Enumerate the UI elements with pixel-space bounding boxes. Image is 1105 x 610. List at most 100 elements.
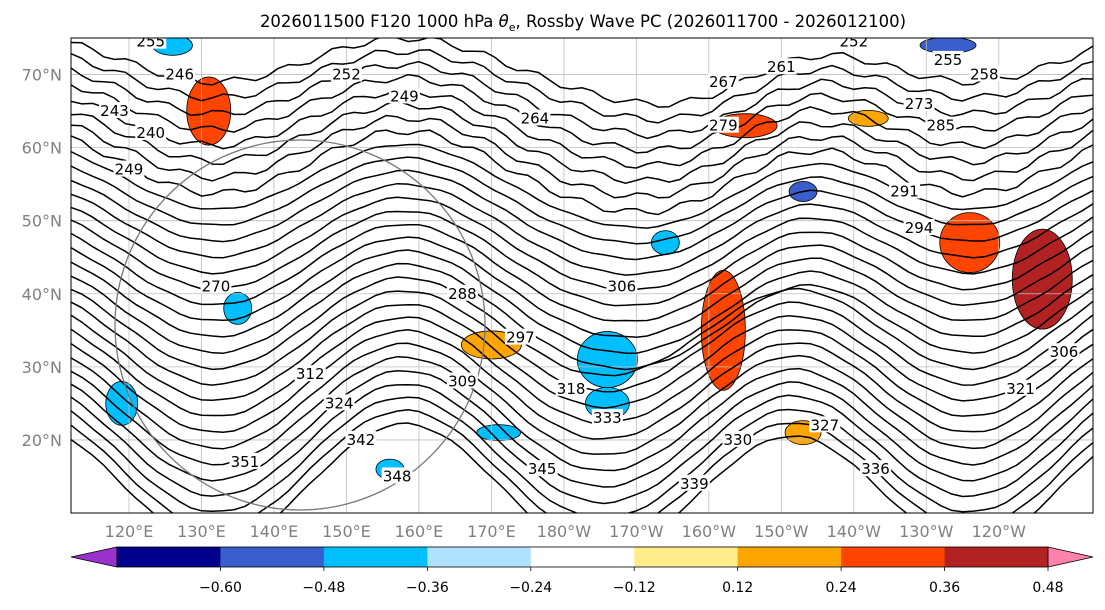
theta-e-contour bbox=[71, 143, 1093, 229]
longitude-label: 160°E bbox=[395, 522, 444, 541]
latitude-label: 50°N bbox=[22, 212, 62, 231]
latitude-label: 20°N bbox=[22, 431, 62, 450]
colorbar: −0.60 −0.48 −0.36 −0.24 −0.12 0.12 0.24 0.36 0.4… bbox=[70, 546, 1094, 596]
contour-label: 255 bbox=[136, 33, 165, 51]
contour-label-bg bbox=[330, 65, 362, 82]
contour-label-bg bbox=[229, 452, 261, 469]
contour-label: 267 bbox=[709, 73, 738, 91]
theta-e-contour bbox=[71, 210, 1093, 307]
contour-label-bg bbox=[446, 372, 478, 389]
longitude-label: 150°E bbox=[322, 522, 371, 541]
contour-label: 321 bbox=[1006, 380, 1035, 398]
colorbar-segment bbox=[220, 547, 325, 567]
contour-label: 351 bbox=[231, 453, 260, 471]
contour-label-bg bbox=[606, 277, 638, 294]
theta-e-contour bbox=[71, 49, 1093, 124]
colorbar-segment bbox=[841, 547, 945, 567]
theta-e-contour bbox=[71, 87, 1093, 169]
longitude-label: 140°E bbox=[250, 522, 299, 541]
longitude-label: 130°E bbox=[177, 522, 226, 541]
contour-label-bg bbox=[1048, 343, 1080, 360]
theta-e-contour bbox=[71, 182, 1093, 276]
colorbar-tick-label: −0.60 bbox=[199, 580, 242, 596]
contour-label-bg bbox=[903, 219, 935, 235]
longitude-label: 160°W bbox=[682, 522, 737, 541]
contour-label: 240 bbox=[136, 124, 165, 142]
contour-label: 339 bbox=[680, 475, 709, 493]
longitude-label: 140°W bbox=[827, 522, 882, 541]
contour-label: 255 bbox=[934, 51, 963, 69]
contour-label-bg bbox=[446, 284, 478, 301]
theta-e-contour bbox=[71, 114, 1093, 199]
colorbar-segment bbox=[117, 547, 221, 567]
colorbar-tick-label: −0.24 bbox=[509, 580, 552, 596]
contour-label-bg bbox=[707, 72, 739, 89]
pc-anomaly-region bbox=[476, 424, 522, 442]
contour-label-bg bbox=[504, 328, 536, 345]
contour-label: 273 bbox=[905, 95, 934, 113]
longitude-label: 150°W bbox=[754, 522, 809, 541]
contour-label: 294 bbox=[905, 219, 934, 237]
latitude-label: 70°N bbox=[22, 66, 62, 85]
contour-label-bg bbox=[765, 58, 797, 75]
colorbar-segment bbox=[323, 547, 428, 567]
contour-label-bg bbox=[323, 394, 355, 411]
contour-label: 324 bbox=[325, 394, 354, 412]
contour-label: 279 bbox=[709, 117, 738, 135]
contour-label: 252 bbox=[332, 66, 361, 84]
contour-label: 297 bbox=[506, 329, 535, 347]
contour-label-bg bbox=[526, 460, 558, 477]
theta-e-contour bbox=[71, 38, 1093, 108]
longitude-label: 120°W bbox=[972, 522, 1027, 541]
theta-e-contour bbox=[71, 342, 1093, 455]
longitude-label: 170°E bbox=[467, 522, 516, 541]
theta-e-contour bbox=[71, 156, 1093, 245]
contour-label: 288 bbox=[448, 285, 477, 303]
contour-label: 243 bbox=[100, 102, 129, 120]
contour-label: 327 bbox=[810, 416, 839, 434]
contour-label-bg bbox=[889, 182, 921, 199]
theta-e-contour bbox=[71, 236, 1093, 338]
longitude-label: 180°W bbox=[537, 522, 592, 541]
contour-label: 261 bbox=[767, 58, 796, 76]
contour-label-bg bbox=[555, 379, 587, 396]
colorbar-tick-label: 0.48 bbox=[1032, 580, 1063, 596]
colorbar-tick-label: 0.36 bbox=[929, 580, 960, 596]
contour-label-bg bbox=[164, 65, 196, 82]
contour-label-bg bbox=[809, 416, 841, 433]
colorbar-tick-label: 0.24 bbox=[826, 580, 857, 596]
colorbar-tick-label: −0.36 bbox=[406, 580, 449, 596]
contour-label: 312 bbox=[296, 365, 325, 383]
colorbar-tick-label: −0.12 bbox=[613, 580, 656, 596]
theta-e-contour bbox=[71, 329, 1093, 440]
theta-e-contour bbox=[71, 196, 1093, 292]
theta-e-contour bbox=[71, 303, 1093, 409]
map-frame bbox=[70, 37, 1094, 514]
contour-label-bg bbox=[932, 50, 964, 67]
theta-e-contour bbox=[71, 396, 1093, 513]
contour-label-bg bbox=[838, 38, 870, 49]
contour-label-bg bbox=[903, 94, 935, 111]
contour-label: 270 bbox=[202, 277, 231, 295]
contour-label: 345 bbox=[528, 460, 557, 478]
contour-label-bg bbox=[968, 65, 1000, 82]
contour-label-bg bbox=[135, 124, 167, 140]
contour-label-bg bbox=[200, 277, 232, 294]
contour-label-bg bbox=[860, 460, 892, 477]
contour-label-bg bbox=[135, 38, 167, 49]
contour-label: 252 bbox=[839, 33, 868, 51]
longitude-label: 170°W bbox=[609, 522, 664, 541]
contour-label-bg bbox=[722, 430, 754, 447]
colorbar-segment bbox=[427, 547, 532, 567]
pc-anomaly-region bbox=[650, 230, 680, 256]
theta-e-contour bbox=[71, 369, 1093, 488]
contour-label: 246 bbox=[165, 66, 194, 84]
contour-label: 306 bbox=[608, 277, 637, 295]
theta-e-contour bbox=[71, 276, 1093, 377]
contour-label: 336 bbox=[861, 460, 890, 478]
contour-label-bg bbox=[519, 109, 551, 126]
